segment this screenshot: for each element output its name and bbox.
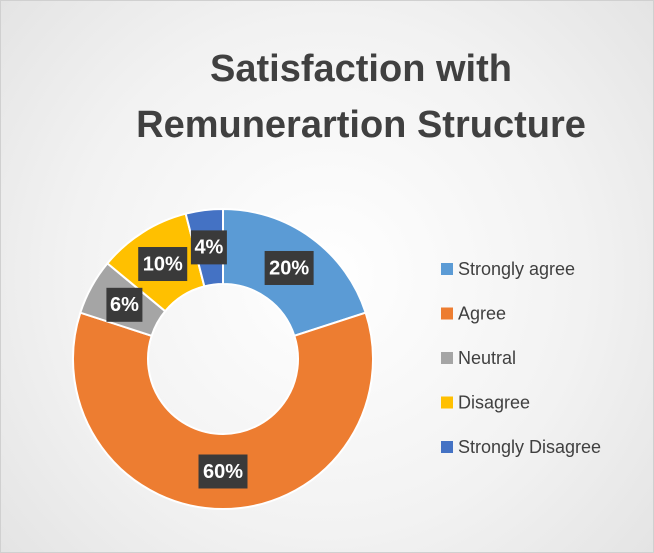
- data-label: 6%: [110, 294, 139, 316]
- legend-label: Strongly agree: [458, 259, 575, 279]
- legend-label: Agree: [458, 303, 506, 323]
- data-label-box: [198, 454, 248, 489]
- legend-swatch: [441, 307, 453, 320]
- donut-segment: [72, 311, 374, 510]
- chart-title: Satisfaction with Remunerartion Structur…: [136, 48, 586, 146]
- data-label-box: [190, 230, 227, 265]
- data-label: 20%: [269, 257, 309, 279]
- legend-label: Strongly Disagree: [458, 437, 601, 457]
- legend-swatch: [441, 396, 453, 409]
- data-label: 60%: [203, 461, 243, 483]
- legend-swatch: [441, 352, 453, 364]
- data-label: 4%: [194, 237, 223, 259]
- legend-label: Neutral: [458, 348, 516, 368]
- data-label-box: [138, 247, 188, 282]
- data-label-box: [264, 250, 314, 285]
- legend-label: Disagree: [458, 392, 530, 412]
- legend-swatch: [441, 441, 453, 453]
- legend-swatch: [441, 263, 453, 275]
- data-label: 10%: [143, 253, 183, 275]
- data-label-box: [106, 287, 143, 322]
